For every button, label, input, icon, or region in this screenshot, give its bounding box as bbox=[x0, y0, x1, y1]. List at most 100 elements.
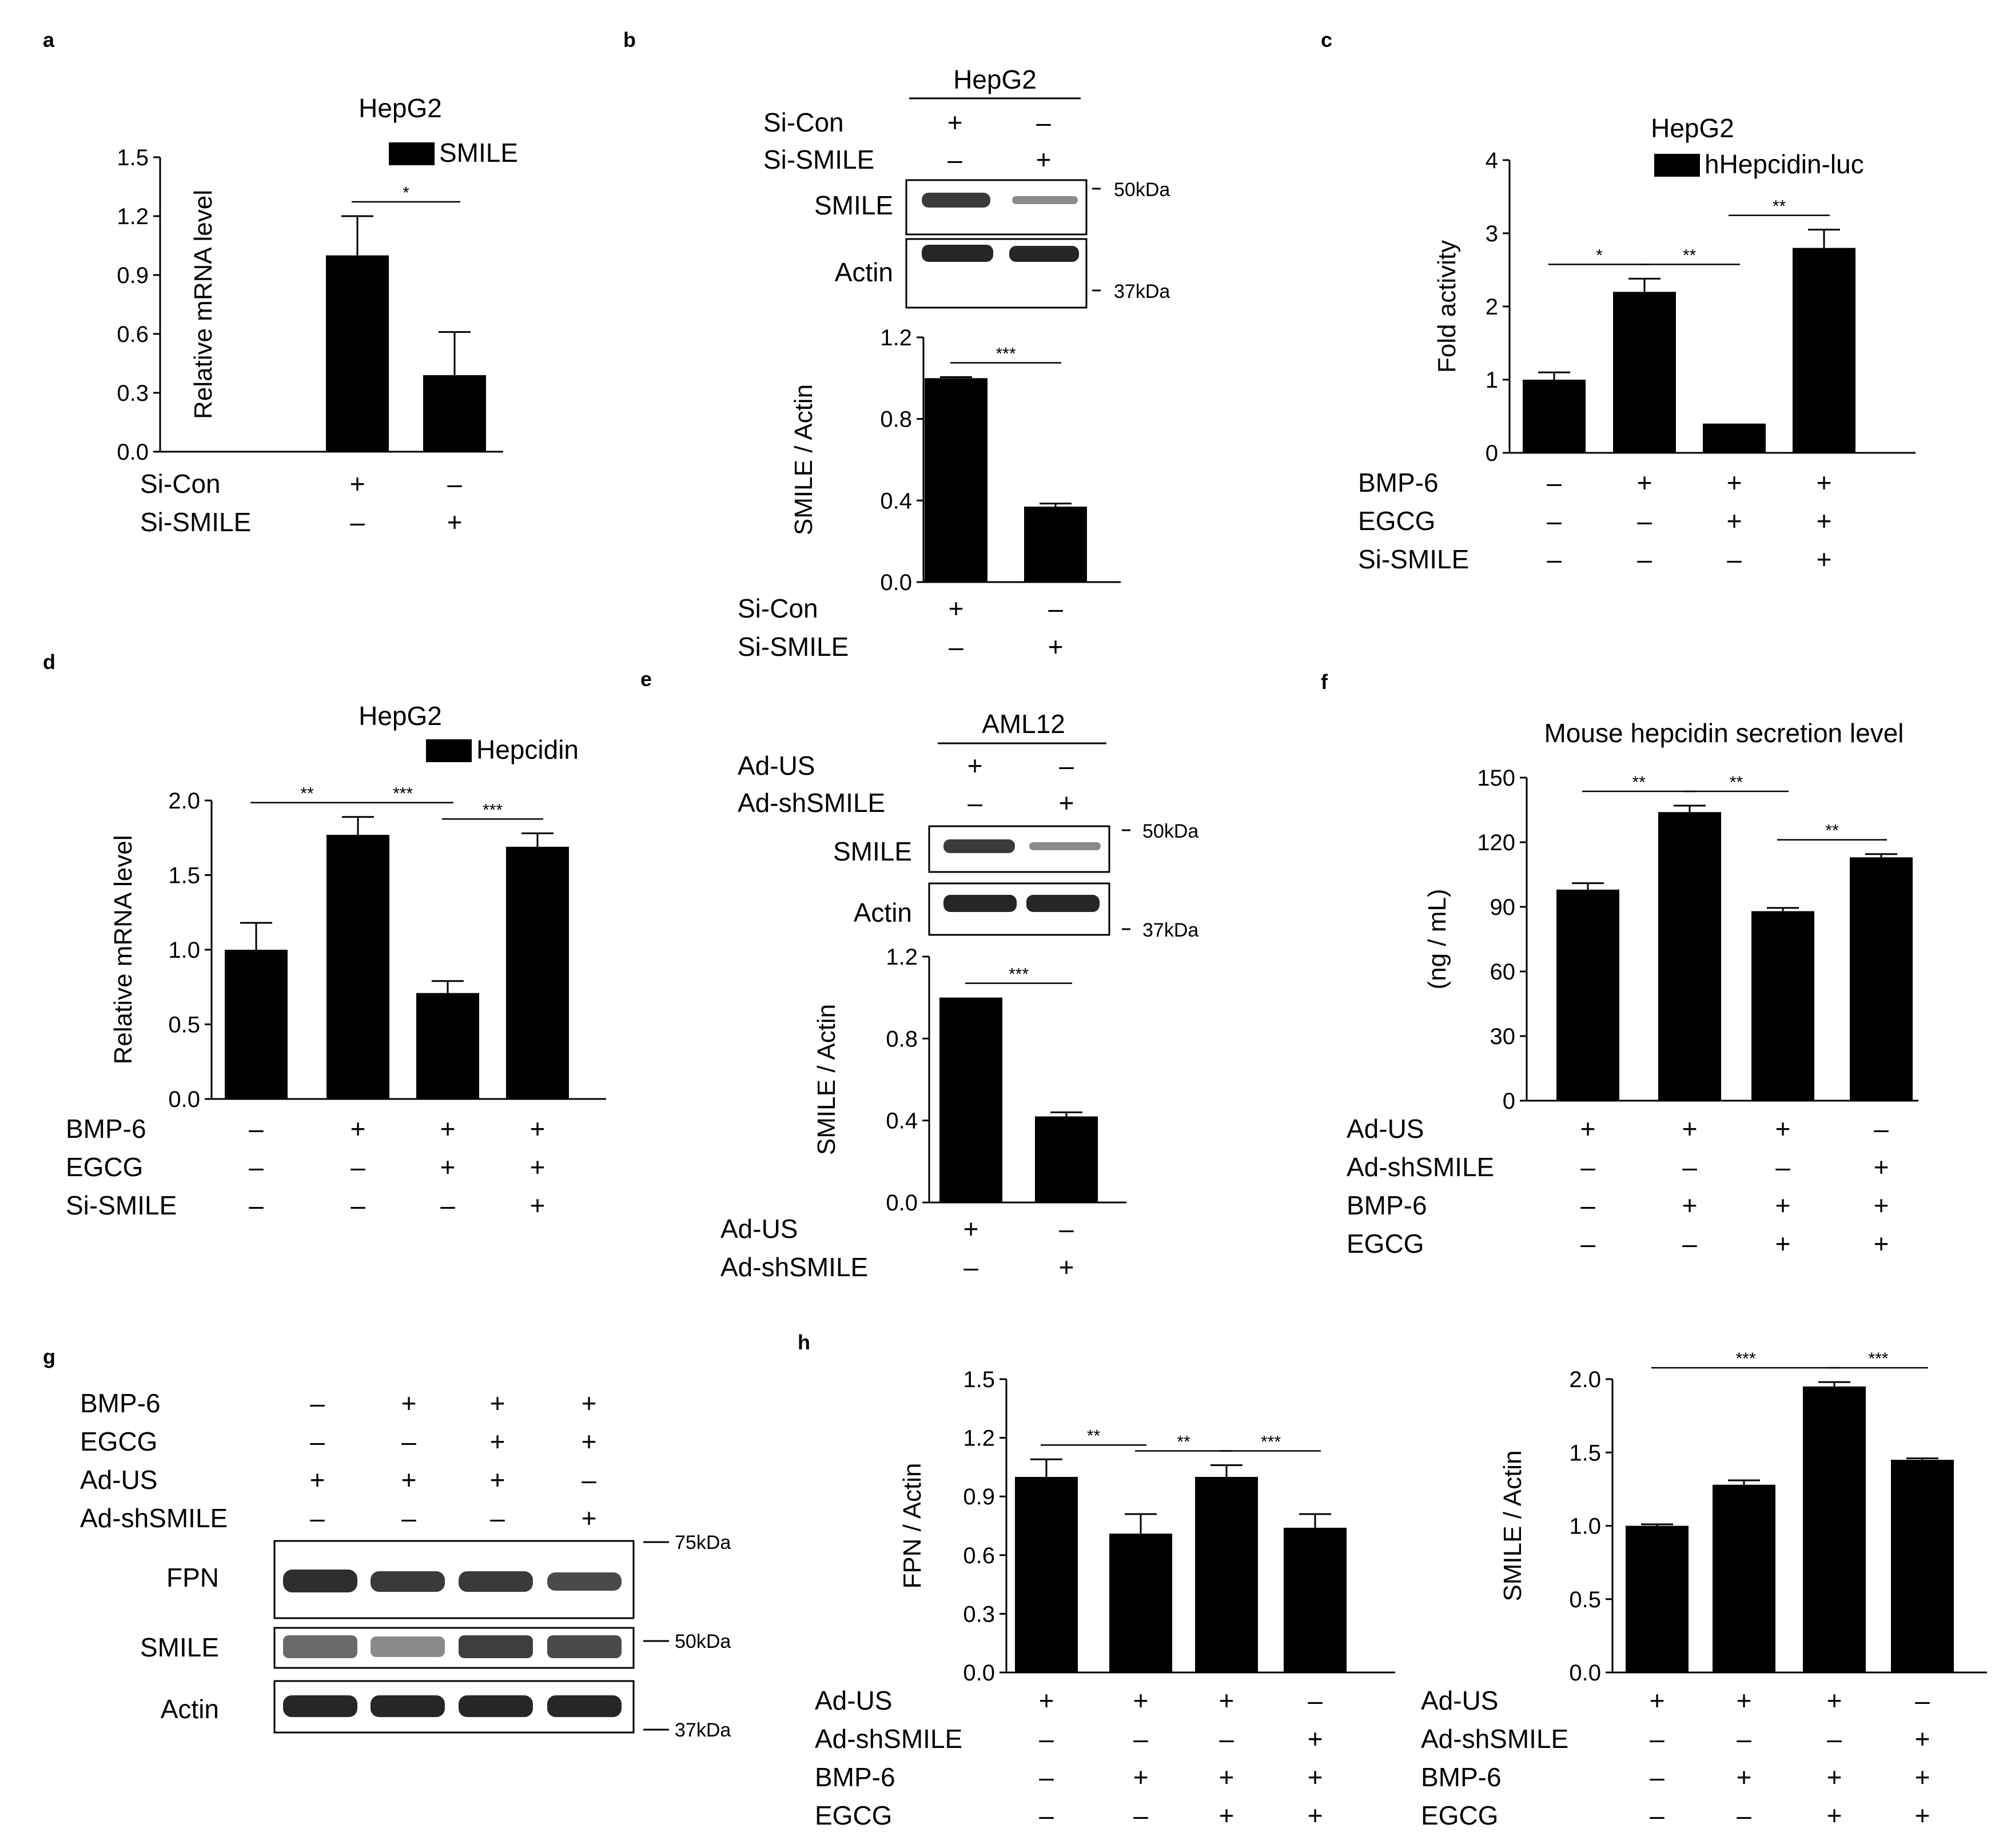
y-tick-label: 4 bbox=[1486, 148, 1498, 173]
y-tick-label: 0.3 bbox=[963, 1602, 995, 1627]
significance-mark: *** bbox=[1261, 1432, 1281, 1451]
blot-b-marker: 37kDa bbox=[1114, 281, 1170, 302]
condition-sign: + bbox=[530, 1152, 545, 1182]
blot-g-band bbox=[283, 1570, 357, 1592]
blot-g-row-label: Ad-shSMILE bbox=[80, 1503, 228, 1533]
condition-sign: – bbox=[1547, 506, 1562, 536]
bar bbox=[416, 993, 479, 1099]
y-tick-label: 30 bbox=[1490, 1024, 1516, 1049]
y-tick-label: 2 bbox=[1486, 294, 1498, 320]
condition-sign: – bbox=[447, 469, 462, 499]
condition-sign: + bbox=[1874, 1229, 1889, 1258]
blot-g-band bbox=[547, 1572, 622, 1591]
condition-sign: + bbox=[1827, 1801, 1842, 1830]
panel-letter-b: b bbox=[623, 28, 636, 51]
condition-sign: + bbox=[1775, 1229, 1791, 1258]
legend-swatch bbox=[389, 142, 435, 165]
condition-sign: – bbox=[1650, 1801, 1664, 1830]
panel-letter-h: h bbox=[798, 1331, 810, 1354]
condition-label: BMP-6 bbox=[1358, 468, 1439, 497]
significance-mark: ** bbox=[1087, 1427, 1101, 1445]
blot-e-row-label: Ad-US bbox=[738, 751, 815, 780]
blot-g-band bbox=[459, 1571, 533, 1592]
condition-sign: – bbox=[1650, 1762, 1664, 1792]
y-axis-label: (ng / mL) bbox=[1423, 889, 1451, 989]
condition-label: Ad-shSMILE bbox=[1421, 1724, 1568, 1754]
blot-g-sign: – bbox=[582, 1465, 596, 1495]
condition-sign: + bbox=[1827, 1762, 1842, 1792]
condition-sign: + bbox=[1682, 1114, 1698, 1144]
y-tick-label: 0.9 bbox=[963, 1484, 995, 1510]
y-tick-label: 150 bbox=[1477, 766, 1515, 791]
condition-sign: – bbox=[949, 632, 963, 662]
bar bbox=[1850, 857, 1913, 1101]
condition-sign: + bbox=[1308, 1724, 1323, 1754]
bar bbox=[925, 378, 987, 582]
blot-g-sign: + bbox=[310, 1465, 325, 1495]
blot-g-sign: + bbox=[401, 1388, 417, 1418]
blot-g-band bbox=[371, 1571, 445, 1592]
blot-g-band bbox=[371, 1636, 445, 1657]
chart-title: Mouse hepcidin secretion level bbox=[1544, 718, 1904, 748]
condition-sign: + bbox=[1827, 1686, 1842, 1715]
blot-g-band bbox=[283, 1695, 357, 1717]
significance-mark: *** bbox=[1009, 965, 1029, 984]
y-tick-label: 0.0 bbox=[880, 570, 912, 595]
y-tick-label: 1.0 bbox=[168, 938, 200, 963]
condition-label: Ad-shSMILE bbox=[815, 1724, 962, 1754]
blot-e-row-label: Ad-shSMILE bbox=[738, 788, 885, 818]
condition-sign: + bbox=[963, 1214, 979, 1244]
condition-sign: + bbox=[1133, 1762, 1149, 1792]
panel-letter-d: d bbox=[43, 650, 55, 674]
panel-letter-f: f bbox=[1321, 670, 1328, 694]
blot-b-row-label: Si-SMILE bbox=[763, 145, 874, 174]
blot-g-band bbox=[547, 1635, 622, 1658]
condition-sign: + bbox=[1737, 1762, 1752, 1792]
condition-sign: + bbox=[1727, 468, 1742, 497]
condition-label: EGCG bbox=[1358, 506, 1435, 536]
significance-mark: ** bbox=[1177, 1432, 1190, 1451]
y-tick-label: 0.5 bbox=[1569, 1587, 1601, 1612]
condition-sign: + bbox=[1308, 1801, 1323, 1830]
y-axis-label: FPN / Actin bbox=[898, 1463, 926, 1588]
condition-sign: – bbox=[249, 1114, 264, 1144]
significance-mark: ** bbox=[1773, 197, 1786, 216]
legend-label: SMILE bbox=[439, 138, 518, 168]
bar bbox=[939, 997, 1002, 1202]
condition-sign: – bbox=[1547, 544, 1562, 574]
condition-label: Si-Con bbox=[738, 594, 818, 623]
significance-mark: ** bbox=[1632, 773, 1646, 792]
blot-g-sign: – bbox=[310, 1427, 325, 1456]
blot-g-sign: + bbox=[582, 1503, 597, 1533]
blot-b-band bbox=[1012, 196, 1078, 204]
blot-e-band bbox=[943, 839, 1015, 853]
condition-sign: – bbox=[1580, 1190, 1595, 1220]
condition-sign: + bbox=[1817, 506, 1832, 536]
bar bbox=[1793, 248, 1855, 453]
bar bbox=[1556, 889, 1619, 1101]
chart-title: HepG2 bbox=[1651, 113, 1734, 143]
legend-label: hHepcidin-luc bbox=[1705, 149, 1864, 179]
significance-mark: *** bbox=[995, 345, 1016, 364]
condition-sign: – bbox=[1637, 506, 1652, 536]
blot-g-band bbox=[547, 1695, 622, 1717]
y-tick-label: 0.0 bbox=[886, 1190, 918, 1216]
bar bbox=[1751, 911, 1814, 1101]
bar bbox=[1658, 812, 1721, 1101]
condition-sign: + bbox=[1817, 468, 1832, 497]
panel-letter-a: a bbox=[43, 28, 55, 51]
condition-label: BMP-6 bbox=[1421, 1762, 1502, 1792]
blot-g-sign: – bbox=[401, 1503, 416, 1533]
y-tick-label: 0.5 bbox=[168, 1013, 200, 1038]
significance-mark: * bbox=[403, 184, 409, 202]
condition-label: Si-Con bbox=[140, 469, 221, 499]
bar-charts: a HepG2 SMILE 0.0 0.3 0.6 0.9 1.2 1.5 Relative mR… bbox=[43, 28, 1987, 1830]
condition-sign: – bbox=[1048, 594, 1063, 623]
blot-e-band-label: SMILE bbox=[833, 837, 912, 866]
y-tick-label: 0.3 bbox=[117, 381, 149, 406]
legend-swatch bbox=[1654, 154, 1700, 177]
bar bbox=[1703, 423, 1766, 453]
chart-e: e 0.0 0.4 0.8 1.2 SMILE / Actin *** Ad-US + – Ad-s… bbox=[640, 667, 1126, 1282]
bar bbox=[326, 835, 389, 1099]
